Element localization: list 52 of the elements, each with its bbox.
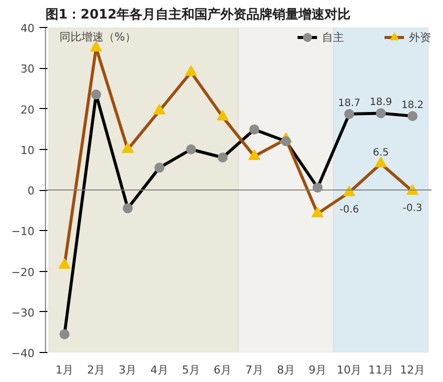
legend-label: 外资 xyxy=(409,30,431,44)
point xyxy=(408,111,418,122)
data-label: 6.5 xyxy=(372,148,389,159)
data-label: 18.9 xyxy=(370,97,392,108)
point xyxy=(374,156,387,168)
y-tick-label: 30 xyxy=(20,62,35,76)
point xyxy=(280,136,291,146)
point xyxy=(58,258,70,269)
point xyxy=(186,144,196,154)
point xyxy=(312,182,323,193)
y-tick-label: 0 xyxy=(28,184,34,198)
x-tick-label: 5月 xyxy=(182,364,200,376)
y-tick-label: 40 xyxy=(20,22,35,35)
point xyxy=(122,203,133,214)
point xyxy=(218,152,228,162)
x-tick-label: 4月 xyxy=(150,364,168,376)
y-tick-label: 10 xyxy=(20,144,35,157)
point xyxy=(59,329,70,340)
x-tick-label: 2月 xyxy=(87,364,106,376)
x-tick-label: 9月 xyxy=(308,364,327,376)
data-label: -0.3 xyxy=(402,203,422,214)
y-tick-label: 20 xyxy=(20,103,35,116)
point xyxy=(122,142,134,154)
point xyxy=(249,124,260,134)
point xyxy=(91,90,102,100)
point xyxy=(248,149,260,160)
x-tick-label: 3月 xyxy=(118,364,137,376)
y-tick-label: −30 xyxy=(11,306,35,320)
legend-label: 自主 xyxy=(322,30,344,44)
point xyxy=(185,65,198,76)
x-tick-label: 8月 xyxy=(276,364,295,376)
point xyxy=(312,206,324,218)
point xyxy=(216,110,229,121)
x-tick-label: 6月 xyxy=(214,364,232,376)
data-label: 18.2 xyxy=(401,100,424,112)
y-tick-label: −20 xyxy=(11,266,35,279)
point xyxy=(153,104,166,114)
y-tick-label: −10 xyxy=(11,225,35,238)
x-tick-label: 10月 xyxy=(336,364,362,376)
point xyxy=(344,109,354,120)
data-label: -0.6 xyxy=(339,204,359,216)
data-label: 18.7 xyxy=(338,98,360,110)
x-tick-label: 1月 xyxy=(55,364,74,376)
chart-title: 图1：2012年各月自主和国产外资品牌销量增速对比 xyxy=(46,6,351,22)
y-axis-title: 同比增速（%） xyxy=(59,30,136,44)
x-tick-label: 12月 xyxy=(400,364,426,376)
y-tick-label: −40 xyxy=(11,347,35,360)
point xyxy=(376,108,386,118)
point xyxy=(154,162,164,173)
point xyxy=(343,186,356,196)
x-tick-label: 11月 xyxy=(368,364,394,376)
x-tick-label: 7月 xyxy=(245,364,264,376)
